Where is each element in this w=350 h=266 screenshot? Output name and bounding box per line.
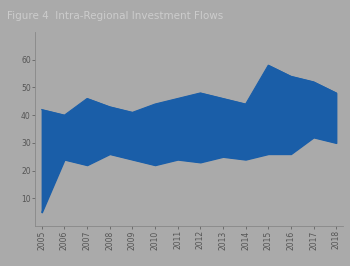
Text: Figure 4  Intra-Regional Investment Flows: Figure 4 Intra-Regional Investment Flows [7,11,223,21]
